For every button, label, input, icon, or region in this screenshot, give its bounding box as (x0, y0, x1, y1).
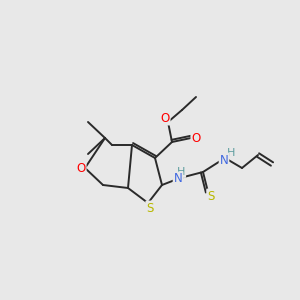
Text: O: O (191, 131, 201, 145)
Text: H: H (177, 167, 185, 177)
Text: O: O (160, 112, 169, 124)
Text: N: N (220, 154, 228, 166)
Text: S: S (146, 202, 154, 214)
Text: N: N (174, 172, 182, 185)
Text: H: H (227, 148, 235, 158)
Text: S: S (207, 190, 215, 202)
Text: O: O (76, 161, 85, 175)
